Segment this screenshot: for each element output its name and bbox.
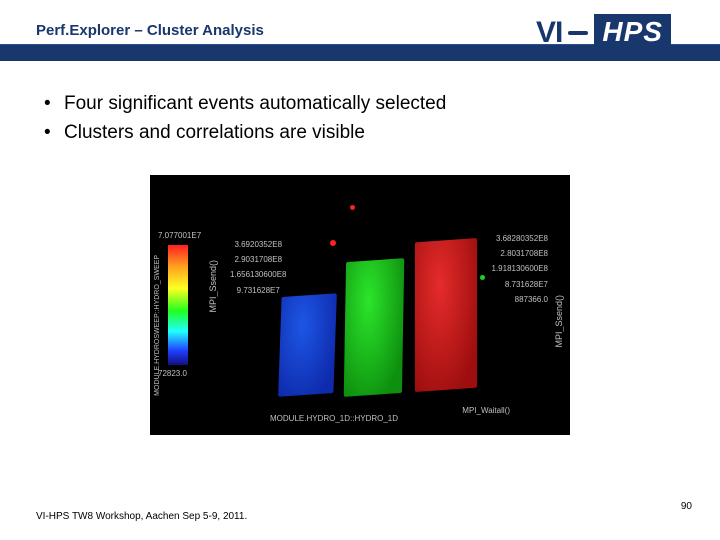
logo-vi-text: VI [536,18,562,48]
colorbar-max: 7.077001E7 [158,231,201,240]
cluster-blue [278,293,337,397]
logo-hps-text: HPS [594,14,671,52]
tick-label: 1.656130600E8 [230,267,287,282]
floor-right-label: MPI_Waitall() [462,406,510,415]
bullet-item: Clusters and correlations are visible [38,119,682,148]
axis-left-ticks: 3.6920352E8 2.9031708E8 1.656130600E8 9.… [230,237,287,298]
outlier-point [330,240,336,246]
page-number: 90 [681,501,692,512]
vihps-logo: VI HPS [536,10,696,56]
outlier-point [480,275,485,280]
colorbar [168,245,188,365]
bullet-item: Four significant events automatically se… [38,90,682,119]
colorbar-label: MODULE.HYDROSWEEP::HYDRO_SWEEP [154,255,161,396]
outlier-point [350,205,355,210]
tick-label: 3.6920352E8 [230,237,287,252]
floor-left-label: MODULE.HYDRO_1D::HYDRO_1D [270,414,398,423]
axis-left-label: MPI_Ssend() [208,260,218,313]
cluster-green [344,258,405,397]
tick-label: 887366.0 [492,292,549,307]
tick-label: 9.731628E7 [230,283,287,298]
axis-right-ticks: 3.68280352E8 2.8031708E8 1.918130600E8 8… [492,231,549,307]
axis-right-label: MPI_Ssend() [554,295,564,348]
figure-container: 7.077001E7 72823.0 MODULE.HYDROSWEEP::HY… [38,175,682,440]
tick-label: 1.918130600E8 [492,261,549,276]
slide-content: Four significant events automatically se… [0,60,720,440]
slide-title: Perf.Explorer – Cluster Analysis [36,22,264,39]
footer-text: VI-HPS TW8 Workshop, Aachen Sep 5-9, 201… [36,511,247,522]
tick-label: 8.731628E7 [492,277,549,292]
cluster-red [415,238,477,392]
tick-label: 3.68280352E8 [492,231,549,246]
logo-dash-icon [568,31,588,35]
slide-header: Perf.Explorer – Cluster Analysis VI HPS [0,0,720,60]
bullet-list: Four significant events automatically se… [38,90,682,147]
tick-label: 2.8031708E8 [492,246,549,261]
colorbar-min: 72823.0 [158,369,187,378]
tick-label: 2.9031708E8 [230,252,287,267]
scatter3d-figure: 7.077001E7 72823.0 MODULE.HYDROSWEEP::HY… [150,175,570,435]
